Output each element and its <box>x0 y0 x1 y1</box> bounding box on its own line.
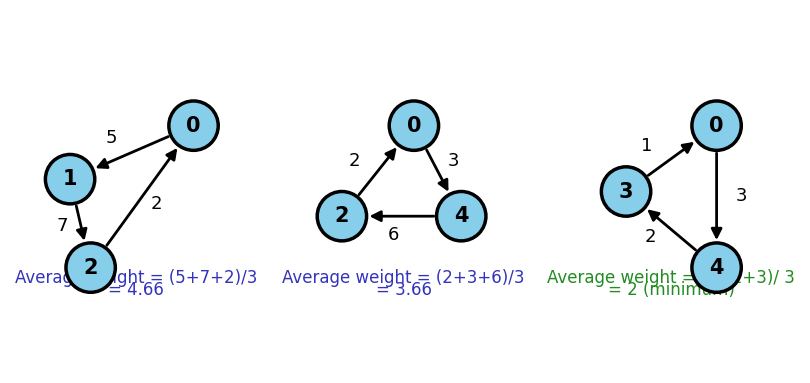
Text: 5: 5 <box>105 129 117 147</box>
Circle shape <box>692 101 741 151</box>
Text: = 4.66: = 4.66 <box>108 281 164 299</box>
Text: 0: 0 <box>186 116 201 136</box>
Text: 4: 4 <box>710 258 724 278</box>
Text: = 3.66: = 3.66 <box>376 281 432 299</box>
Circle shape <box>168 101 218 151</box>
Circle shape <box>390 101 438 151</box>
Text: 1: 1 <box>63 169 77 189</box>
Text: 2: 2 <box>335 206 349 226</box>
Text: 6: 6 <box>388 226 399 244</box>
Circle shape <box>45 154 95 204</box>
Circle shape <box>318 192 367 241</box>
Text: 2: 2 <box>83 258 98 278</box>
Text: Average weight = (5+7+2)/3: Average weight = (5+7+2)/3 <box>15 269 257 287</box>
Text: 3: 3 <box>619 182 633 201</box>
Text: 3: 3 <box>447 152 458 170</box>
Text: 2: 2 <box>348 152 360 170</box>
Text: 2: 2 <box>151 195 162 213</box>
Text: 7: 7 <box>56 218 67 236</box>
Text: 4: 4 <box>454 206 468 226</box>
Circle shape <box>692 243 741 292</box>
Text: Average weight = (1+2+3)/ 3: Average weight = (1+2+3)/ 3 <box>548 269 795 287</box>
Circle shape <box>437 192 486 241</box>
Circle shape <box>601 167 650 216</box>
Text: Average weight = (2+3+6)/3: Average weight = (2+3+6)/3 <box>283 269 525 287</box>
Circle shape <box>66 243 115 292</box>
Text: 0: 0 <box>407 116 421 136</box>
Text: 2: 2 <box>645 228 656 246</box>
Text: 0: 0 <box>710 116 724 136</box>
Text: 1: 1 <box>641 137 652 155</box>
Text: 3: 3 <box>735 187 747 205</box>
Text: = 2 (minimum): = 2 (minimum) <box>608 281 735 299</box>
